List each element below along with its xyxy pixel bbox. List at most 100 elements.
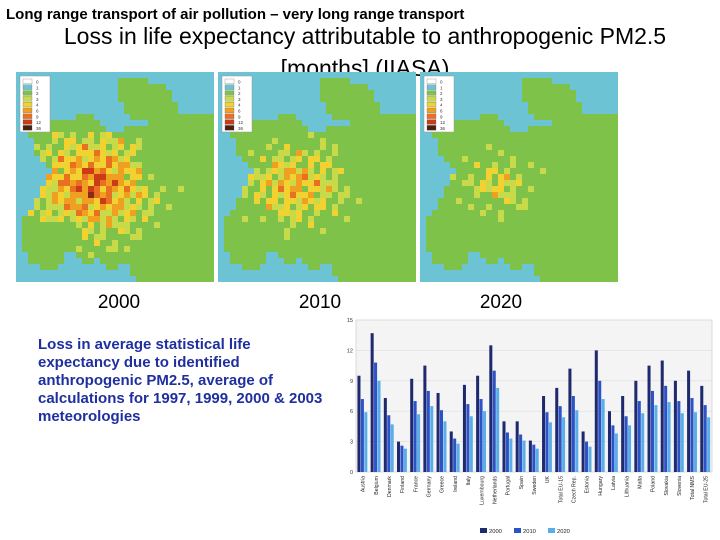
map-cell bbox=[588, 126, 594, 132]
map-cell bbox=[398, 258, 404, 264]
map-cell bbox=[570, 90, 576, 96]
map-cell bbox=[296, 162, 302, 168]
map-cell bbox=[142, 90, 148, 96]
map-cell bbox=[444, 216, 450, 222]
map-cell bbox=[534, 234, 540, 240]
map-cell bbox=[606, 138, 612, 144]
map-cell bbox=[142, 126, 148, 132]
map-cell bbox=[368, 270, 374, 276]
map-cell bbox=[260, 258, 266, 264]
map-cell bbox=[546, 234, 552, 240]
map-cell bbox=[160, 162, 166, 168]
map-cell bbox=[230, 258, 236, 264]
map-cell bbox=[450, 162, 456, 168]
map-cell bbox=[124, 246, 130, 252]
map-cell bbox=[224, 222, 230, 228]
map-cell bbox=[558, 96, 564, 102]
bar-2000-hungary bbox=[594, 350, 598, 472]
legend-swatch bbox=[426, 113, 437, 119]
map-cell bbox=[52, 198, 58, 204]
map-cell bbox=[404, 264, 410, 270]
map-cell bbox=[594, 132, 600, 138]
map-cell bbox=[564, 180, 570, 186]
map-cell bbox=[178, 192, 184, 198]
map-cell bbox=[148, 222, 154, 228]
map-cell bbox=[540, 240, 546, 246]
map-cell bbox=[94, 210, 100, 216]
map-cell bbox=[606, 150, 612, 156]
map-cell bbox=[76, 252, 82, 258]
map-cell bbox=[112, 174, 118, 180]
map-cell bbox=[64, 180, 70, 186]
bar-2020-lithuania bbox=[628, 425, 632, 472]
map-cell bbox=[576, 216, 582, 222]
map-cell bbox=[178, 168, 184, 174]
map-cell bbox=[456, 150, 462, 156]
map-cell bbox=[606, 180, 612, 186]
map-cell bbox=[504, 132, 510, 138]
map-cell bbox=[368, 180, 374, 186]
map-cell bbox=[70, 246, 76, 252]
map-cell bbox=[254, 174, 260, 180]
map-cell bbox=[380, 156, 386, 162]
map-cell bbox=[606, 228, 612, 234]
map-cell bbox=[58, 204, 64, 210]
map-cell bbox=[392, 156, 398, 162]
map-cell bbox=[22, 240, 28, 246]
map-cell bbox=[362, 234, 368, 240]
map-cell bbox=[314, 192, 320, 198]
legend-swatch bbox=[22, 90, 33, 96]
map-cell bbox=[546, 84, 552, 90]
map-cell bbox=[486, 252, 492, 258]
map-cell bbox=[34, 228, 40, 234]
map-cell bbox=[380, 222, 386, 228]
map-cell bbox=[208, 204, 214, 210]
map-cell bbox=[600, 150, 606, 156]
map-cell bbox=[356, 228, 362, 234]
map-cell bbox=[350, 114, 356, 120]
bar-2000-luxembourg bbox=[476, 375, 480, 472]
map-cell bbox=[612, 234, 618, 240]
map-cell bbox=[58, 138, 64, 144]
map-cell bbox=[398, 276, 404, 282]
map-cell bbox=[136, 114, 142, 120]
map-cell bbox=[438, 216, 444, 222]
map-cell bbox=[522, 228, 528, 234]
map-cell bbox=[480, 132, 486, 138]
map-cell bbox=[230, 222, 236, 228]
map-cell bbox=[154, 180, 160, 186]
map-cell bbox=[272, 162, 278, 168]
map-cell bbox=[356, 204, 362, 210]
map-cell bbox=[392, 144, 398, 150]
map-cell bbox=[444, 186, 450, 192]
map-cell bbox=[540, 258, 546, 264]
map-cell bbox=[540, 138, 546, 144]
map-cell bbox=[534, 174, 540, 180]
map-cell bbox=[504, 222, 510, 228]
map-cell bbox=[450, 174, 456, 180]
map-cell bbox=[278, 246, 284, 252]
map-cell bbox=[118, 90, 124, 96]
map-cell bbox=[492, 150, 498, 156]
map-cell bbox=[236, 150, 242, 156]
map-cell bbox=[148, 132, 154, 138]
map-cell bbox=[272, 240, 278, 246]
map-cell bbox=[148, 168, 154, 174]
map-cell bbox=[404, 210, 410, 216]
map-cell bbox=[540, 246, 546, 252]
map-cell bbox=[314, 258, 320, 264]
map-cell bbox=[320, 150, 326, 156]
map-cell bbox=[100, 222, 106, 228]
x-tick-label: Finland bbox=[400, 476, 406, 493]
map-cell bbox=[184, 270, 190, 276]
map-cell bbox=[368, 138, 374, 144]
bar-2000-france bbox=[410, 378, 414, 472]
map-cell bbox=[130, 204, 136, 210]
map-cell bbox=[344, 78, 350, 84]
map-cell bbox=[380, 126, 386, 132]
map-cell bbox=[356, 270, 362, 276]
map-cell bbox=[344, 276, 350, 282]
map-cell bbox=[444, 240, 450, 246]
map-cell bbox=[356, 108, 362, 114]
map-cell bbox=[202, 216, 208, 222]
